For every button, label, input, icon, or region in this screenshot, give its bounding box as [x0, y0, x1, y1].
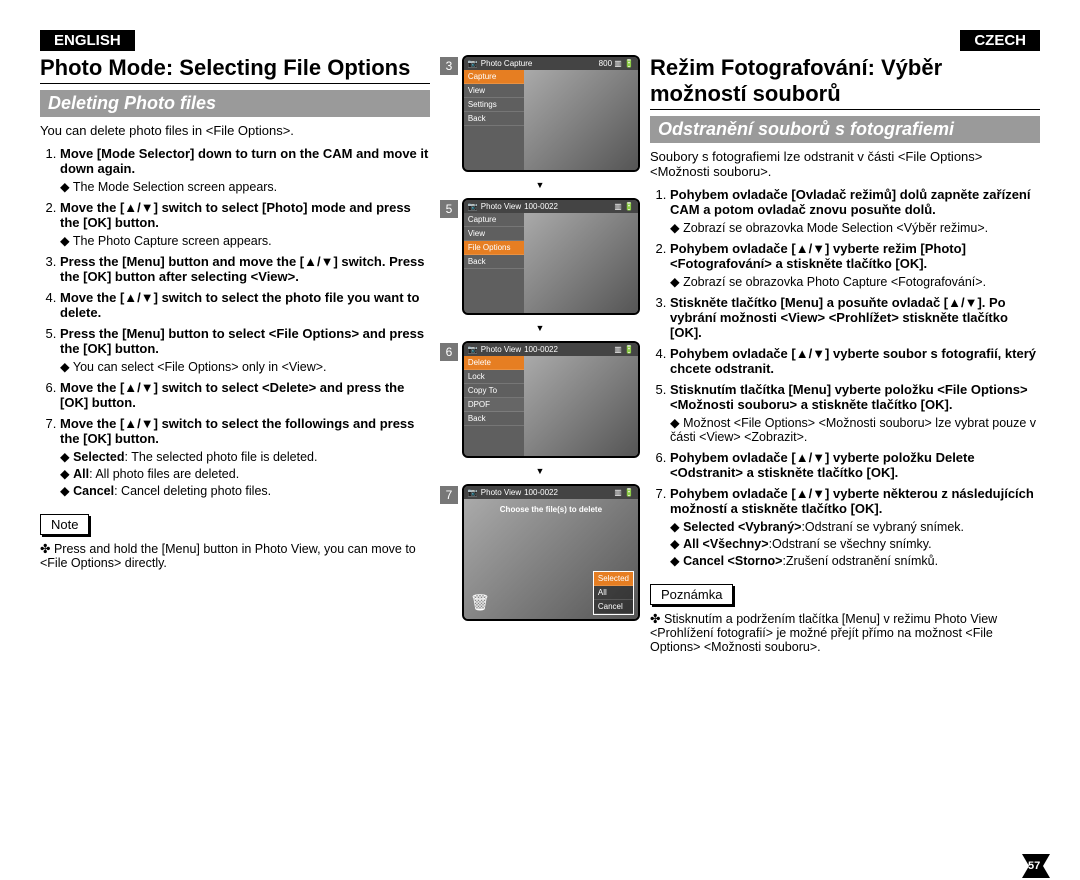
step-sub: You can select <File Options> only in <V…: [60, 359, 430, 374]
arrow-icon: ▼: [450, 466, 630, 476]
screen7-wrap: 7 📷 Photo View 100-0022 ▥ 🔋 Choose the f…: [440, 484, 640, 621]
subtitle-cz: Odstranění souborů s fotografiemi: [650, 116, 1040, 143]
col-czech: Režim Fotografování: Výběr možností soub…: [650, 55, 1040, 658]
step-sub: Zobrazí se obrazovka Photo Capture <Foto…: [670, 274, 1040, 289]
step-item: Pohybem ovladače [▲/▼] vyberte některou …: [670, 486, 1040, 568]
screen7-delmenu: SelectedAllCancel: [593, 571, 634, 615]
step-sub: All <Všechny>:Odstraní se všechny snímky…: [670, 536, 1040, 551]
arrow-icon: ▼: [450, 180, 630, 190]
screen7-caption: Choose the file(s) to delete: [464, 505, 638, 514]
screen3-wrap: 3 📷 Photo Capture 800 ▥ 🔋 CaptureViewSet…: [440, 55, 640, 172]
step-sub: Možnost <File Options> <Možnosti souboru…: [670, 415, 1040, 444]
screen7: 📷 Photo View 100-0022 ▥ 🔋 Choose the fil…: [462, 484, 640, 621]
menu-item: Back: [464, 112, 524, 126]
step-item: Move [Mode Selector] down to turn on the…: [60, 146, 430, 194]
step-item: Press the [Menu] button and move the [▲/…: [60, 254, 430, 284]
screen5-menu: CaptureViewFile OptionsBack: [464, 213, 524, 313]
menu-item: DPOF: [464, 398, 524, 412]
step-item: Pohybem ovladače [▲/▼] vyberte režim [Ph…: [670, 241, 1040, 289]
menu-item: Settings: [464, 98, 524, 112]
trash-icon: 🗑: [470, 593, 490, 613]
step-item: Pohybem ovladače [Ovladač režimů] dolů z…: [670, 187, 1040, 235]
menu-item: Capture: [464, 70, 524, 84]
steps-cz: Pohybem ovladače [Ovladač režimů] dolů z…: [650, 187, 1040, 568]
screen7-num: 7: [440, 486, 458, 504]
screen6: 📷 Photo View 100-0022 ▥ 🔋 DeleteLockCopy…: [462, 341, 640, 458]
screen5-badge: 100-0022: [524, 202, 558, 211]
screen7-header: Photo View: [481, 488, 521, 497]
step-item: Stiskněte tlačítko [Menu] a posuňte ovla…: [670, 295, 1040, 340]
step-sub: Cancel: Cancel deleting photo files.: [60, 483, 430, 498]
screen5-header: Photo View: [481, 202, 521, 211]
step-item: Pohybem ovladače [▲/▼] vyberte soubor s …: [670, 346, 1040, 376]
step-item: Move the [▲/▼] switch to select the foll…: [60, 416, 430, 498]
screen6-num: 6: [440, 343, 458, 361]
note-label-en: Note: [40, 514, 89, 535]
screen3-badge: 800: [599, 59, 612, 68]
step-item: Pohybem ovladače [▲/▼] vyberte položku D…: [670, 450, 1040, 480]
lang-czech: CZECH: [960, 30, 1040, 51]
arrow-icon: ▼: [450, 323, 630, 333]
lang-english: ENGLISH: [40, 30, 135, 51]
screen5-wrap: 5 📷 Photo View 100-0022 ▥ 🔋 CaptureViewF…: [440, 198, 640, 315]
intro-cz: Soubory s fotografiemi lze odstranit v č…: [650, 149, 1040, 179]
menu-item: Back: [464, 412, 524, 426]
menu-item: Capture: [464, 213, 524, 227]
step-sub: The Photo Capture screen appears.: [60, 233, 430, 248]
step-sub: Selected: The selected photo file is del…: [60, 449, 430, 464]
menu-item: Lock: [464, 370, 524, 384]
notes-cz: Stisknutím a podržením tlačítka [Menu] v…: [650, 611, 1040, 654]
step-sub: Cancel <Storno>:Zrušení odstranění snímk…: [670, 553, 1040, 568]
screen3: 📷 Photo Capture 800 ▥ 🔋 CaptureViewSetti…: [462, 55, 640, 172]
col-english: Photo Mode: Selecting File Options Delet…: [40, 55, 430, 658]
menu-item: File Options: [464, 241, 524, 255]
screen3-menu: CaptureViewSettingsBack: [464, 70, 524, 170]
intro-en: You can delete photo files in <File Opti…: [40, 123, 430, 138]
title-en: Photo Mode: Selecting File Options: [40, 55, 430, 84]
step-item: Press the [Menu] button to select <File …: [60, 326, 430, 374]
step-sub: All: All photo files are deleted.: [60, 466, 430, 481]
subtitle-en: Deleting Photo files: [40, 90, 430, 117]
menu-item: View: [464, 84, 524, 98]
col-screens: 3 📷 Photo Capture 800 ▥ 🔋 CaptureViewSet…: [440, 55, 640, 658]
step-sub: Zobrazí se obrazovka Mode Selection <Výb…: [670, 220, 1040, 235]
screen6-wrap: 6 📷 Photo View 100-0022 ▥ 🔋 DeleteLockCo…: [440, 341, 640, 458]
page-number-text: 57: [1028, 860, 1040, 872]
menu-item: All: [594, 586, 633, 600]
step-sub: The Mode Selection screen appears.: [60, 179, 430, 194]
menu-item: Cancel: [594, 600, 633, 614]
step-item: Move the [▲/▼] switch to select the phot…: [60, 290, 430, 320]
step-item: Move the [▲/▼] switch to select [Photo] …: [60, 200, 430, 248]
step-sub: Selected <Vybraný>:Odstraní se vybraný s…: [670, 519, 1040, 534]
note-item: Press and hold the [Menu] button in Phot…: [40, 541, 430, 570]
screen6-menu: DeleteLockCopy ToDPOFBack: [464, 356, 524, 456]
menu-item: View: [464, 227, 524, 241]
steps-en: Move [Mode Selector] down to turn on the…: [40, 146, 430, 498]
screen3-num: 3: [440, 57, 458, 75]
screen5-num: 5: [440, 200, 458, 218]
note-item: Stisknutím a podržením tlačítka [Menu] v…: [650, 611, 1040, 654]
menu-item: Back: [464, 255, 524, 269]
menu-item: Copy To: [464, 384, 524, 398]
screen6-badge: 100-0022: [524, 345, 558, 354]
step-item: Move the [▲/▼] switch to select <Delete>…: [60, 380, 430, 410]
screen3-header: Photo Capture: [481, 59, 533, 68]
menu-item: Delete: [464, 356, 524, 370]
screen5: 📷 Photo View 100-0022 ▥ 🔋 CaptureViewFil…: [462, 198, 640, 315]
title-cz: Režim Fotografování: Výběr možností soub…: [650, 55, 1040, 110]
notes-en: Press and hold the [Menu] button in Phot…: [40, 541, 430, 570]
note-label-cz: Poznámka: [650, 584, 733, 605]
step-item: Stisknutím tlačítka [Menu] vyberte polož…: [670, 382, 1040, 444]
menu-item: Selected: [594, 572, 633, 586]
screen7-badge: 100-0022: [524, 488, 558, 497]
screen6-header: Photo View: [481, 345, 521, 354]
